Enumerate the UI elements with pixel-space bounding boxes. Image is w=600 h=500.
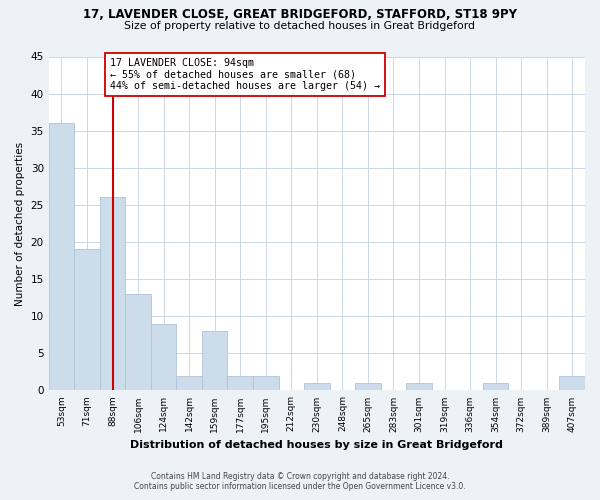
Bar	[202, 331, 227, 390]
Bar	[406, 383, 432, 390]
Bar	[355, 383, 380, 390]
Bar	[227, 376, 253, 390]
Bar	[125, 294, 151, 390]
Y-axis label: Number of detached properties: Number of detached properties	[15, 142, 25, 306]
Bar	[49, 124, 74, 390]
Text: 17, LAVENDER CLOSE, GREAT BRIDGEFORD, STAFFORD, ST18 9PY: 17, LAVENDER CLOSE, GREAT BRIDGEFORD, ST…	[83, 8, 517, 20]
X-axis label: Distribution of detached houses by size in Great Bridgeford: Distribution of detached houses by size …	[130, 440, 503, 450]
Bar	[559, 376, 585, 390]
Text: Size of property relative to detached houses in Great Bridgeford: Size of property relative to detached ho…	[125, 21, 476, 31]
Bar	[151, 324, 176, 390]
Text: 17 LAVENDER CLOSE: 94sqm
← 55% of detached houses are smaller (68)
44% of semi-d: 17 LAVENDER CLOSE: 94sqm ← 55% of detach…	[110, 58, 380, 91]
Bar	[176, 376, 202, 390]
Bar	[100, 198, 125, 390]
Bar	[253, 376, 278, 390]
Bar	[304, 383, 329, 390]
Text: Contains HM Land Registry data © Crown copyright and database right 2024.
Contai: Contains HM Land Registry data © Crown c…	[134, 472, 466, 491]
Bar	[483, 383, 508, 390]
Bar	[74, 250, 100, 390]
